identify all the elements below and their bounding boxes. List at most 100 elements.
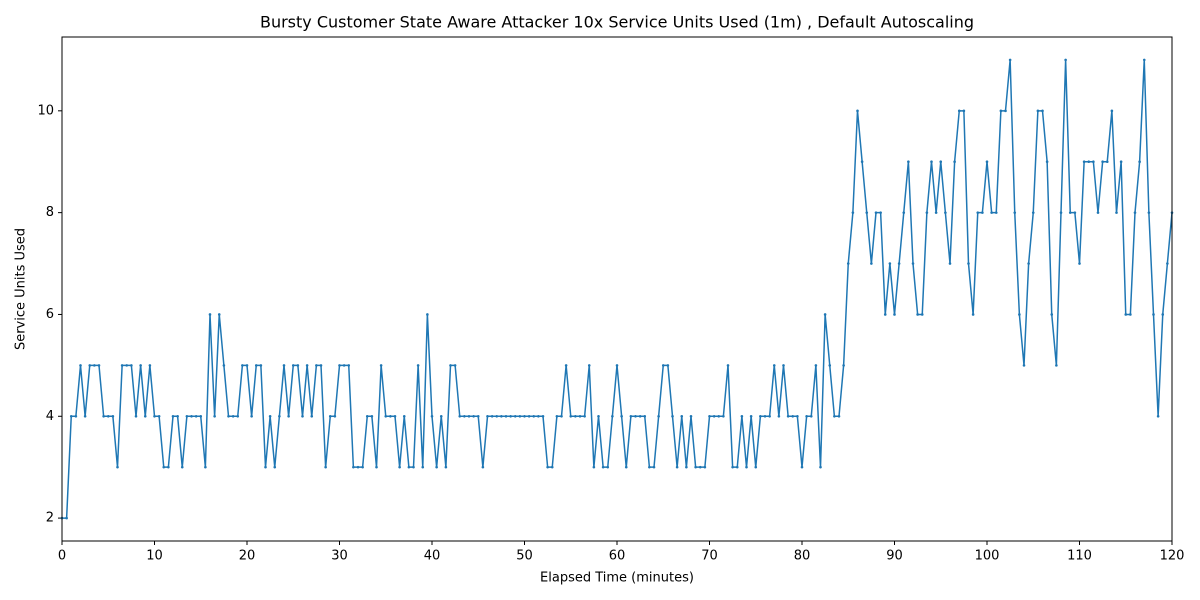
point xyxy=(495,414,499,418)
point xyxy=(703,465,707,469)
point xyxy=(199,414,203,418)
point xyxy=(384,414,388,418)
point xyxy=(698,465,702,469)
point xyxy=(120,364,124,367)
x-tick-label: 110 xyxy=(1067,549,1092,564)
point xyxy=(1041,109,1044,113)
x-tick-label: 60 xyxy=(609,549,626,564)
point xyxy=(1073,211,1077,214)
point xyxy=(1004,109,1007,113)
x-tick-label: 30 xyxy=(331,549,348,564)
point xyxy=(134,414,138,418)
point xyxy=(379,364,383,367)
point xyxy=(333,414,337,418)
point xyxy=(463,414,466,418)
point xyxy=(1133,211,1137,214)
point xyxy=(745,465,748,469)
point xyxy=(467,414,471,418)
point xyxy=(1068,211,1072,214)
point xyxy=(430,414,434,418)
x-tick-label: 120 xyxy=(1160,549,1185,564)
point xyxy=(689,414,693,418)
point xyxy=(453,364,457,367)
point xyxy=(883,313,887,316)
point xyxy=(823,313,827,316)
point xyxy=(1092,160,1095,164)
point xyxy=(1119,160,1123,164)
point xyxy=(731,465,734,469)
point xyxy=(204,465,207,469)
line xyxy=(62,59,1173,519)
point xyxy=(648,465,651,469)
point xyxy=(957,109,961,113)
y-tick-label: 10 xyxy=(37,103,54,118)
x-tick-label: 80 xyxy=(794,549,811,564)
point xyxy=(513,414,517,418)
point xyxy=(939,160,943,164)
point xyxy=(315,364,318,367)
point xyxy=(486,414,489,418)
point xyxy=(666,364,670,367)
point xyxy=(819,465,822,469)
point xyxy=(375,465,378,469)
point xyxy=(564,364,568,367)
point xyxy=(985,160,989,164)
point xyxy=(222,364,226,367)
point xyxy=(735,465,739,469)
point xyxy=(389,414,392,418)
point xyxy=(102,414,105,418)
point xyxy=(352,465,355,469)
point xyxy=(661,364,665,367)
point xyxy=(962,109,966,113)
point xyxy=(976,211,980,214)
point xyxy=(934,211,938,214)
point xyxy=(569,414,573,418)
point xyxy=(624,465,628,469)
point xyxy=(726,364,730,367)
point xyxy=(111,414,115,418)
point xyxy=(574,414,577,418)
point xyxy=(578,414,582,418)
point xyxy=(296,364,300,367)
x-tick-label: 70 xyxy=(701,549,718,564)
point xyxy=(837,414,841,418)
point xyxy=(291,364,295,367)
point xyxy=(1142,58,1146,62)
point xyxy=(708,414,711,418)
x-tick-label: 100 xyxy=(975,549,1000,564)
point xyxy=(1050,313,1054,316)
point xyxy=(1064,58,1067,62)
point xyxy=(592,465,596,469)
point xyxy=(365,414,369,418)
y-tick-label: 8 xyxy=(46,205,54,220)
point xyxy=(953,160,956,164)
point xyxy=(846,262,850,265)
point xyxy=(500,414,503,418)
point xyxy=(301,414,304,418)
point xyxy=(1082,160,1086,164)
point xyxy=(944,211,947,214)
point xyxy=(143,414,147,418)
point xyxy=(393,414,397,418)
point xyxy=(948,262,952,265)
point xyxy=(657,414,660,418)
point xyxy=(527,414,531,418)
point xyxy=(999,109,1003,113)
point xyxy=(338,364,341,367)
point xyxy=(902,211,906,214)
x-tick-label: 0 xyxy=(58,549,66,564)
point xyxy=(796,414,799,418)
point xyxy=(994,211,998,214)
point xyxy=(860,160,864,164)
point xyxy=(190,414,193,418)
point xyxy=(671,414,674,418)
point xyxy=(920,313,924,316)
point xyxy=(911,262,915,265)
point xyxy=(680,414,684,418)
point xyxy=(444,465,448,469)
point xyxy=(1096,211,1100,214)
point xyxy=(97,364,101,367)
point xyxy=(347,364,351,367)
point xyxy=(1147,211,1151,214)
point xyxy=(1110,109,1114,113)
